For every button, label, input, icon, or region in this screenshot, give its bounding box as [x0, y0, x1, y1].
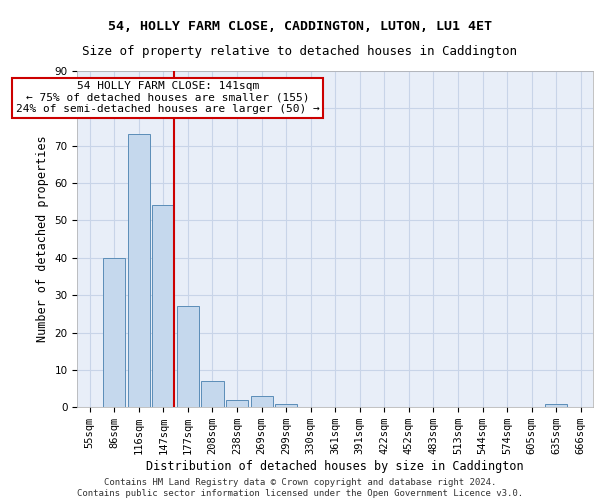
Text: Size of property relative to detached houses in Caddington: Size of property relative to detached ho…: [83, 45, 517, 58]
Bar: [251, 396, 272, 407]
Text: 54, HOLLY FARM CLOSE, CADDINGTON, LUTON, LU1 4ET: 54, HOLLY FARM CLOSE, CADDINGTON, LUTON,…: [108, 20, 492, 33]
Bar: [103, 258, 125, 408]
Text: Contains HM Land Registry data © Crown copyright and database right 2024.
Contai: Contains HM Land Registry data © Crown c…: [77, 478, 523, 498]
Text: 54 HOLLY FARM CLOSE: 141sqm
← 75% of detached houses are smaller (155)
24% of se: 54 HOLLY FARM CLOSE: 141sqm ← 75% of det…: [16, 81, 320, 114]
Y-axis label: Number of detached properties: Number of detached properties: [36, 136, 49, 342]
Bar: [545, 404, 567, 407]
Bar: [177, 306, 199, 408]
Bar: [226, 400, 248, 407]
X-axis label: Distribution of detached houses by size in Caddington: Distribution of detached houses by size …: [146, 460, 524, 473]
Bar: [152, 206, 175, 408]
Bar: [202, 381, 224, 407]
Bar: [128, 134, 150, 407]
Bar: [275, 404, 297, 407]
